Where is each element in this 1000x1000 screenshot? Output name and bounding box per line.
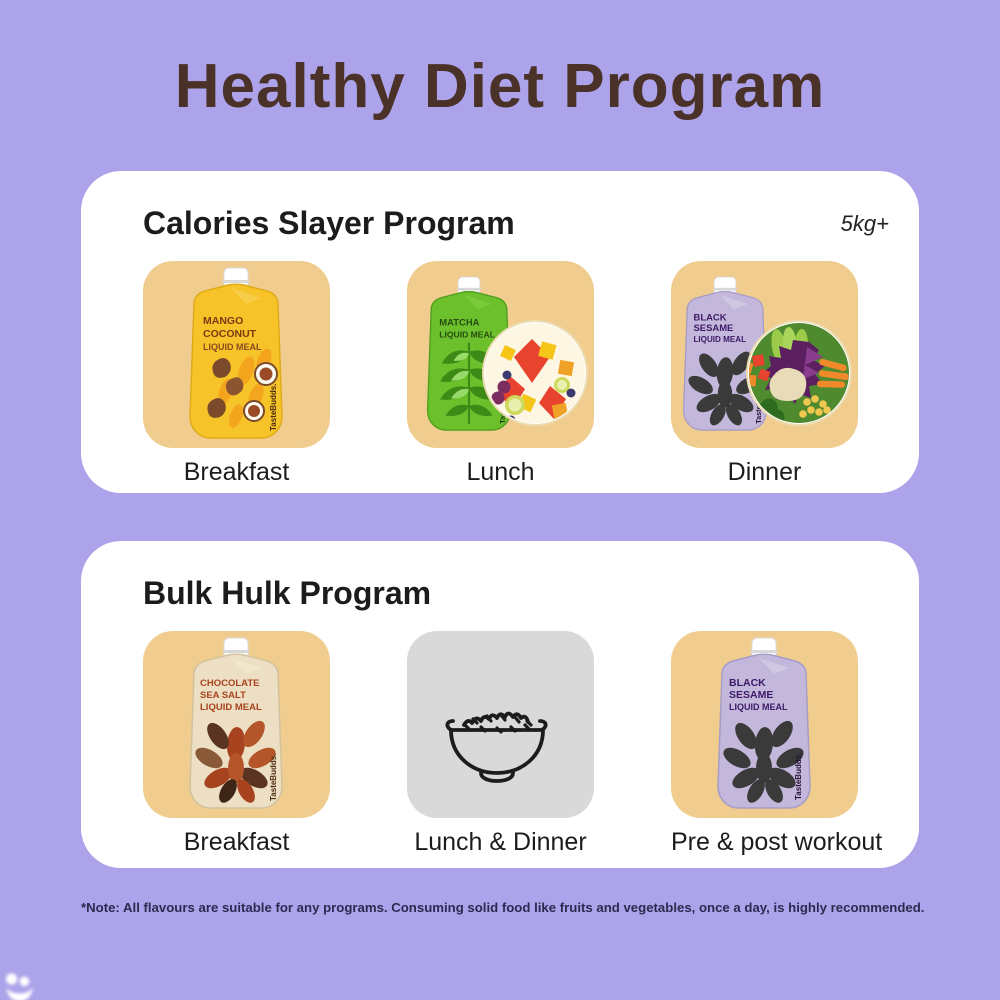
svg-text:CHOCOLATE: CHOCOLATE <box>200 678 259 689</box>
svg-text:TasteBudds.: TasteBudds. <box>794 753 803 800</box>
svg-text:BLACK: BLACK <box>729 677 766 689</box>
svg-text:SEA SALT: SEA SALT <box>200 690 246 701</box>
svg-text:LIQUID MEAL: LIQUID MEAL <box>729 702 788 712</box>
svg-text:TasteBudds.: TasteBudds. <box>269 384 278 431</box>
svg-text:LIQUID MEAL: LIQUID MEAL <box>200 702 262 713</box>
svg-text:COCONUT: COCONUT <box>203 328 257 340</box>
svg-text:TasteBudds.: TasteBudds. <box>269 754 278 801</box>
svg-text:MANGO: MANGO <box>203 315 243 327</box>
svg-text:SESAME: SESAME <box>729 689 773 701</box>
svg-text:LIQUID MEAL: LIQUID MEAL <box>203 342 262 352</box>
